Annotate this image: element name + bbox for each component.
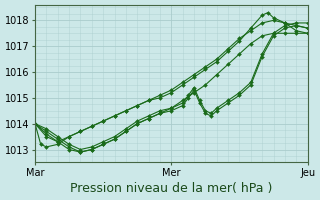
- X-axis label: Pression niveau de la mer( hPa ): Pression niveau de la mer( hPa ): [70, 182, 273, 195]
